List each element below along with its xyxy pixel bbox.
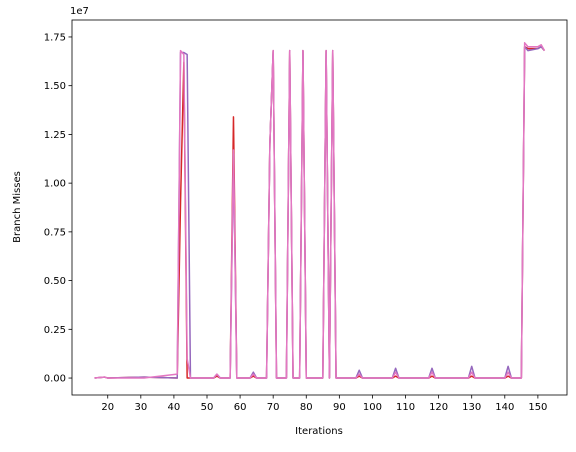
y-tick-label: 1.25 — [44, 130, 66, 141]
y-tick-label: 0.25 — [44, 325, 66, 336]
x-tick-label: 120 — [429, 402, 448, 413]
y-tick-label: 1.00 — [44, 179, 66, 190]
x-tick-label: 50 — [201, 402, 214, 413]
y-tick-label: 0.75 — [44, 227, 66, 238]
x-tick-label: 70 — [267, 402, 280, 413]
y-tick-label: 0.00 — [44, 374, 66, 385]
x-tick-label: 60 — [234, 402, 247, 413]
series-line — [94, 45, 546, 379]
x-tick-label: 90 — [333, 402, 346, 413]
y-offset-label: 1e7 — [70, 6, 89, 17]
x-tick-label: 110 — [396, 402, 415, 413]
x-tick-label: 40 — [168, 402, 181, 413]
series-line — [94, 42, 546, 379]
x-tick-label: 20 — [101, 402, 114, 413]
x-tick-label: 80 — [300, 402, 313, 413]
x-tick-label: 130 — [462, 402, 481, 413]
y-tick-label: 0.50 — [44, 276, 66, 287]
x-axis-label: Iterations — [295, 426, 343, 437]
y-tick-label: 1.50 — [44, 81, 66, 92]
x-tick-label: 140 — [495, 402, 514, 413]
series-line — [94, 45, 546, 379]
x-tick-label: 30 — [134, 402, 147, 413]
x-tick-label: 150 — [528, 402, 547, 413]
x-tick-label: 100 — [363, 402, 382, 413]
y-tick-label: 1.75 — [44, 32, 66, 43]
plot-frame — [71, 19, 568, 396]
y-axis-label: Branch Misses — [12, 171, 23, 243]
